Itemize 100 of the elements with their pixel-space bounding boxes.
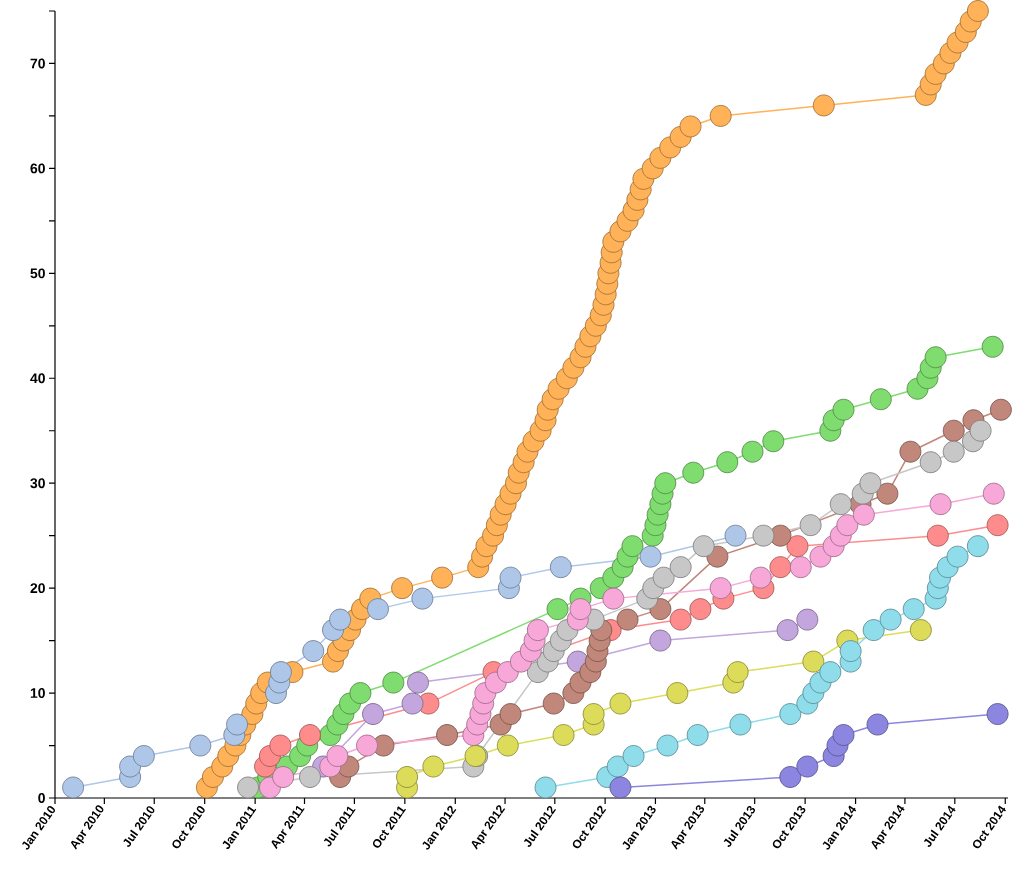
point (411, 587, 434, 610)
point (606, 755, 629, 778)
point (852, 503, 875, 526)
point (709, 577, 732, 600)
point (946, 545, 969, 568)
point (802, 650, 825, 673)
point (686, 724, 709, 746)
point (749, 566, 772, 589)
point (269, 661, 292, 684)
point (396, 766, 418, 788)
y-tick-label: 50 (30, 268, 45, 279)
point (741, 440, 764, 463)
point (716, 451, 739, 474)
y-tick-label: 70 (30, 58, 45, 69)
point (669, 608, 692, 631)
point (929, 493, 952, 516)
point (326, 745, 349, 767)
point (132, 745, 155, 767)
point (779, 703, 802, 725)
point (622, 745, 645, 767)
point (526, 619, 549, 642)
point (989, 398, 1012, 421)
point (382, 671, 405, 694)
point (609, 692, 632, 715)
point (876, 482, 899, 505)
point (499, 566, 522, 589)
y-tick-label: 20 (30, 583, 45, 594)
point (649, 629, 672, 652)
point (752, 524, 775, 547)
point (926, 524, 949, 547)
point (769, 524, 792, 547)
point (902, 598, 925, 621)
point (909, 619, 932, 642)
point (329, 608, 352, 631)
point (832, 724, 855, 746)
point (299, 766, 321, 788)
point (549, 556, 572, 579)
point (349, 682, 372, 705)
point (609, 776, 632, 799)
point (924, 346, 947, 369)
point (666, 682, 689, 705)
point (119, 755, 142, 778)
point (942, 440, 965, 463)
point (367, 598, 389, 621)
point (762, 430, 785, 453)
point (986, 514, 1009, 537)
point (534, 776, 557, 799)
point (836, 514, 859, 537)
point (616, 608, 639, 631)
point (652, 566, 675, 589)
point (407, 671, 429, 694)
point (796, 755, 819, 778)
point (496, 734, 519, 757)
point (796, 608, 819, 631)
point (832, 398, 855, 421)
point (422, 755, 445, 778)
point (819, 661, 842, 684)
point (401, 692, 424, 715)
point (859, 472, 882, 495)
point (602, 587, 625, 610)
y-tick-label: 30 (30, 478, 45, 489)
point (689, 598, 712, 621)
point (986, 703, 1009, 725)
point (237, 776, 259, 799)
point (682, 461, 705, 484)
point (542, 692, 565, 715)
point (839, 640, 862, 663)
point (776, 619, 799, 642)
point (621, 535, 644, 558)
point (862, 619, 885, 642)
point (769, 556, 792, 579)
point (969, 419, 992, 442)
point (982, 482, 1005, 505)
y-tick-label: 0 (38, 793, 45, 803)
point (866, 713, 889, 736)
point (942, 419, 965, 442)
point (569, 598, 592, 621)
point (692, 535, 715, 558)
point (299, 724, 321, 746)
point (582, 703, 605, 725)
point (272, 766, 295, 788)
point (789, 556, 812, 579)
point (799, 514, 822, 537)
point (189, 734, 212, 757)
point (436, 724, 459, 746)
y-tick-label: 60 (30, 163, 45, 174)
point (362, 703, 384, 725)
point (726, 661, 749, 684)
point (919, 451, 942, 474)
point (729, 713, 752, 736)
point (552, 724, 575, 746)
y-tick-label: 40 (30, 373, 45, 384)
point (779, 766, 802, 788)
point (656, 734, 679, 757)
point (829, 493, 852, 516)
point (356, 734, 378, 757)
point (966, 535, 989, 558)
point (879, 608, 902, 631)
point (869, 388, 892, 411)
point (546, 598, 569, 621)
